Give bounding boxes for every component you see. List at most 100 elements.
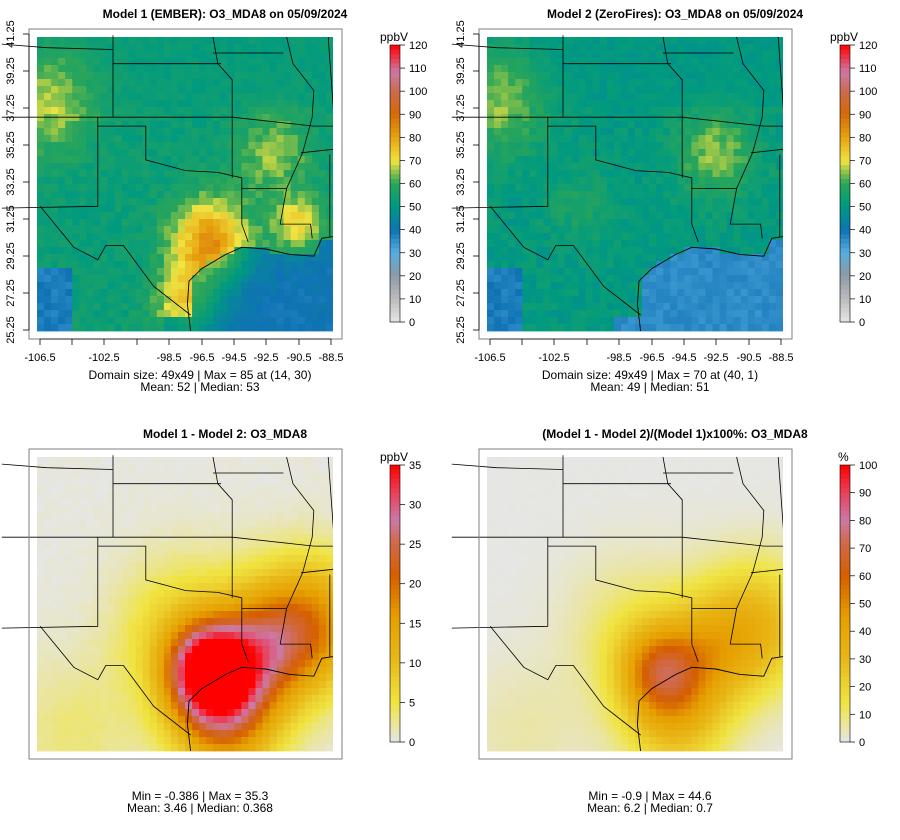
grid-cell (121, 317, 130, 325)
grid-cell (740, 247, 749, 255)
grid-cell (698, 184, 706, 192)
y-tick-label: 41.25 (455, 20, 467, 48)
grid-cell (241, 184, 249, 192)
grid-cell (93, 282, 101, 290)
grid-cell (297, 37, 306, 45)
grid-cell (149, 114, 158, 122)
grid-cell (585, 184, 594, 192)
grid-cell (726, 310, 735, 318)
grid-cell (585, 37, 594, 45)
grid-cell (705, 86, 713, 94)
grid-cell (670, 51, 678, 59)
grid-cell (121, 156, 130, 164)
grid-cell (311, 254, 320, 262)
grid-cell (283, 240, 292, 248)
grid-cell (578, 163, 587, 171)
grid-cell (128, 121, 137, 129)
grid-cell (37, 100, 45, 108)
grid-cell (269, 72, 278, 80)
grid-cell (754, 177, 763, 185)
grid-cell (100, 177, 108, 185)
grid-cell (241, 219, 249, 227)
grid-cell (550, 240, 558, 248)
grid-cell (100, 198, 108, 206)
grid-cell (571, 289, 580, 297)
grid-cell (663, 247, 671, 255)
grid-cell (522, 233, 530, 241)
grid-cell (142, 212, 151, 220)
grid-cell (156, 569, 165, 577)
map-plot: -106.5 -102.5 -98.5 -96.5 -94.5 -92.5 -90.5 -88… (1, 20, 345, 364)
grid-cell (199, 688, 207, 696)
grid-cell (501, 149, 509, 157)
grid-cell (86, 646, 94, 654)
grid-cell (627, 296, 636, 304)
grid-cell (107, 37, 115, 45)
grid-cell (213, 541, 221, 549)
grid-cell (44, 107, 52, 115)
grid-cell (550, 58, 558, 66)
grid-cell (592, 289, 601, 297)
grid-cell (44, 471, 52, 479)
grid-cell (740, 51, 749, 59)
colorbar-segment (840, 49, 850, 55)
grid-cell (599, 121, 608, 129)
grid-cell (163, 275, 172, 283)
grid-cell (276, 296, 285, 304)
grid-cell (311, 86, 320, 94)
grid-cell (163, 737, 172, 745)
grid-cell (719, 79, 728, 87)
grid-cell (58, 723, 66, 731)
grid-cell (487, 149, 495, 157)
grid-cell (149, 681, 158, 689)
grid-cell (325, 247, 334, 255)
grid-cell (192, 611, 200, 619)
grid-cell (114, 184, 122, 192)
grid-cell (107, 72, 115, 80)
grid-cell (515, 219, 523, 227)
grid-cell (114, 261, 122, 269)
grid-cell (747, 177, 756, 185)
grid-cell (149, 583, 158, 591)
grid-cell (163, 156, 172, 164)
grid-cell (121, 597, 130, 605)
grid-cell (93, 478, 101, 486)
grid-cell (72, 135, 80, 143)
grid-cell (100, 254, 108, 262)
grid-cell (185, 653, 193, 661)
grid-cell (740, 156, 749, 164)
grid-cell (93, 198, 101, 206)
grid-cell (599, 268, 608, 276)
grid-cell (571, 240, 580, 248)
plot-margin (333, 27, 345, 341)
grid-cell (107, 583, 115, 591)
grid-cell (775, 247, 784, 255)
colorbar-segment (390, 146, 400, 152)
grid-cell (262, 93, 270, 101)
coastline (636, 236, 784, 332)
grid-cell (107, 240, 115, 248)
grid-cell (185, 660, 193, 668)
grid-cell (149, 492, 158, 500)
grid-cell (142, 58, 151, 66)
grid-cell (206, 212, 214, 220)
grid-cell (290, 121, 299, 129)
grid-cell (642, 282, 650, 290)
colorbar-segment (390, 266, 400, 272)
grid-cell (192, 100, 200, 108)
grid-cell (185, 324, 193, 332)
grid-cell (170, 37, 179, 45)
grid-cell (726, 324, 735, 332)
grid-cell (44, 499, 52, 507)
grid-cell (677, 100, 685, 108)
grid-cell (599, 79, 608, 87)
grid-cell (65, 723, 73, 731)
grid-cell (185, 177, 193, 185)
grid-cell (649, 240, 657, 248)
grid-cell (684, 212, 692, 220)
grid-cell (740, 191, 749, 199)
grid-cell (325, 282, 334, 290)
grid-cell (515, 93, 523, 101)
grid-cell (185, 583, 193, 591)
grid-cell (255, 93, 263, 101)
